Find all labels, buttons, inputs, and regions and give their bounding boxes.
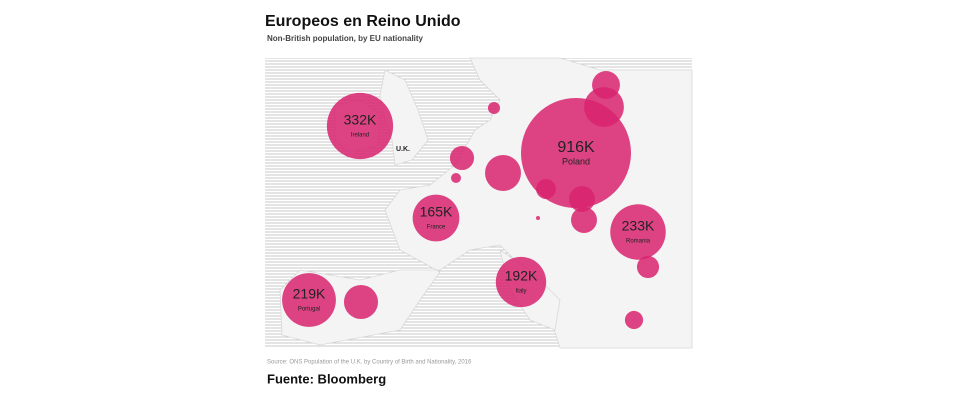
bubble <box>569 186 595 212</box>
bubble <box>343 284 379 320</box>
bubble <box>449 145 475 171</box>
map-label: U.K. <box>396 146 410 153</box>
bubble-value-label: 233K <box>622 218 655 234</box>
bubble <box>412 194 460 242</box>
bubble <box>495 256 547 308</box>
bubble <box>571 207 597 233</box>
bubble-value-label: 916K <box>557 139 595 156</box>
source: Source: ONS Population of the U.K. by Co… <box>267 360 472 366</box>
bubble-value-label: 165K <box>420 204 453 220</box>
bubble <box>536 179 556 199</box>
bubble-name-label: Portugal <box>298 307 320 313</box>
bubble-value-label: 219K <box>293 286 326 302</box>
bubble-name-label: Ireland <box>351 133 369 139</box>
bubble <box>636 255 660 279</box>
bubble <box>450 172 462 184</box>
title: Europeos en Reino Unido <box>265 13 461 30</box>
bubble <box>326 92 394 160</box>
bubble <box>584 87 624 127</box>
bubble <box>610 204 666 260</box>
bubble <box>487 101 501 115</box>
bubble-name-label: France <box>427 225 446 231</box>
bubble <box>536 216 540 220</box>
bubble-value-label: 192K <box>505 268 538 284</box>
bubble-value-label: 332K <box>344 112 377 128</box>
bubble <box>485 155 521 191</box>
bubble-name-label: Poland <box>562 156 590 166</box>
subtitle: Non-British population, by EU nationalit… <box>267 34 424 43</box>
bubble-name-label: Romania <box>626 239 651 245</box>
bubble <box>282 273 336 327</box>
credit: Fuente: Bloomberg <box>267 371 386 386</box>
bubble-name-label: Italy <box>515 289 526 295</box>
bubble <box>624 310 644 330</box>
